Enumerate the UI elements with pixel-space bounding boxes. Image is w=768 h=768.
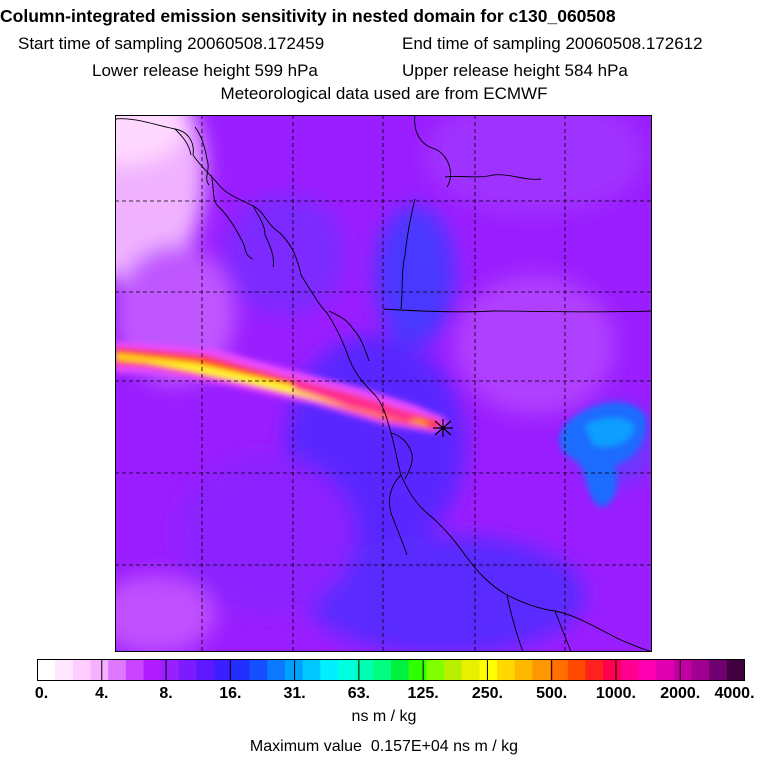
colorbar-swatch bbox=[691, 659, 710, 681]
colorbar-swatch bbox=[497, 659, 516, 681]
meteorological-data-label: Meteorological data used are from ECMWF bbox=[220, 84, 548, 103]
page-title: Column-integrated emission sensitivity i… bbox=[0, 6, 616, 26]
colorbar-swatch bbox=[125, 659, 145, 681]
colorbar-tick-label: 250. bbox=[471, 685, 503, 702]
colorbar-swatch bbox=[550, 659, 569, 681]
colorbar-tick-label: 2000. bbox=[660, 685, 701, 702]
colorbar-tick-label: 4. bbox=[95, 685, 109, 702]
colorbar-swatch bbox=[355, 659, 374, 681]
colorbar-swatch bbox=[585, 659, 604, 681]
colorbar-swatch bbox=[214, 659, 233, 681]
colorbar bbox=[37, 659, 745, 681]
lower-release-height-label: Lower release height 599 hPa bbox=[92, 61, 318, 80]
colorbar-swatch bbox=[426, 659, 445, 681]
colorbar-tick-label: 4000. bbox=[714, 685, 755, 702]
colorbar-swatch bbox=[567, 659, 586, 681]
colorbar-units: ns m / kg bbox=[351, 708, 417, 725]
colorbar-swatch bbox=[603, 659, 622, 681]
colorbar-swatch bbox=[461, 659, 480, 681]
graticule bbox=[115, 115, 652, 652]
colorbar-swatch bbox=[55, 659, 74, 681]
coastline bbox=[115, 115, 652, 652]
colorbar-swatch bbox=[320, 659, 339, 681]
colorbar-swatch bbox=[444, 659, 463, 681]
colorbar-swatch bbox=[231, 659, 251, 681]
upper-release-height-label: Upper release height 584 hPa bbox=[402, 61, 628, 80]
colorbar-tick-label: 500. bbox=[536, 685, 568, 702]
colorbar-swatch bbox=[90, 659, 109, 681]
colorbar-swatch bbox=[479, 659, 498, 681]
colorbar-swatch bbox=[373, 659, 392, 681]
release-point-marker bbox=[433, 419, 453, 437]
max-value: 0.157E+04 bbox=[370, 738, 449, 755]
colorbar-swatch bbox=[532, 659, 551, 681]
colorbar-swatch bbox=[726, 659, 745, 681]
colorbar-swatch bbox=[143, 659, 162, 681]
colorbar-swatch bbox=[337, 659, 357, 681]
emission-plume bbox=[115, 341, 449, 433]
colorbar-swatch bbox=[72, 659, 92, 681]
colorbar-swatch bbox=[161, 659, 180, 681]
colorbar-tick-label: 31. bbox=[283, 685, 306, 702]
colorbar-swatch bbox=[249, 659, 268, 681]
colorbar-swatch bbox=[709, 659, 728, 681]
colorbar-swatch bbox=[108, 659, 127, 681]
colorbar-tick-label: 16. bbox=[219, 685, 242, 702]
maximum-value-line: Maximum value 0.157E+04 ns m / kg bbox=[0, 738, 768, 756]
colorbar-swatch bbox=[514, 659, 533, 681]
emission-sensitivity-map bbox=[115, 115, 652, 652]
colorbar-tick-label: 125. bbox=[407, 685, 439, 702]
start-time-label: Start time of sampling 20060508.172459 bbox=[18, 34, 325, 53]
colorbar-swatch bbox=[196, 659, 215, 681]
max-units: ns m / kg bbox=[453, 738, 519, 755]
map-frame bbox=[115, 115, 652, 652]
colorbar-swatch bbox=[391, 659, 410, 681]
colorbar-tick-label: 1000. bbox=[595, 685, 636, 702]
colorbar-swatch bbox=[178, 659, 198, 681]
max-prefix: Maximum value bbox=[249, 738, 362, 755]
colorbar-swatch bbox=[267, 659, 286, 681]
colorbar-swatch bbox=[408, 659, 427, 681]
colorbar-swatch bbox=[638, 659, 657, 681]
end-time-label: End time of sampling 20060508.172612 bbox=[402, 34, 703, 53]
colorbar-tick-label: 8. bbox=[159, 685, 173, 702]
colorbar-swatch bbox=[37, 659, 56, 681]
colorbar-swatch bbox=[656, 659, 675, 681]
colorbar-swatch bbox=[673, 659, 692, 681]
colorbar-swatch bbox=[620, 659, 639, 681]
colorbar-swatch bbox=[302, 659, 321, 681]
colorbar-tick-label: 63. bbox=[347, 685, 370, 702]
colorbar-swatch bbox=[284, 659, 304, 681]
colorbar-tick-label: 0. bbox=[34, 685, 49, 702]
